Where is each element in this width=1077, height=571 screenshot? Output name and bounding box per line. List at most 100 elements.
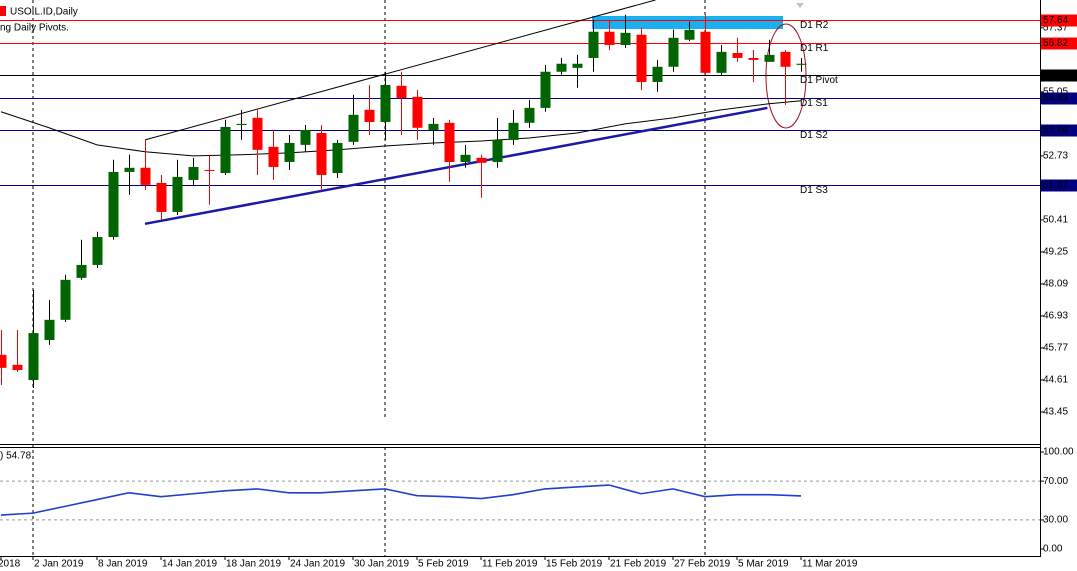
moving-average xyxy=(0,100,802,157)
y-tick-label: 50.41 xyxy=(1043,215,1068,226)
trendline xyxy=(144,0,656,141)
x-tick-label: 27 Feb 2019 xyxy=(674,559,731,570)
pivot-price-box xyxy=(1041,69,1077,82)
x-tick-label: 2018 xyxy=(0,559,21,570)
pivot-name: D1 S1 xyxy=(800,98,828,109)
candle-body xyxy=(380,84,391,122)
pivot-name: D1 S3 xyxy=(800,185,828,196)
indicator-line xyxy=(0,484,802,516)
candle-body xyxy=(204,169,215,171)
indicator-title: ) 54.78 xyxy=(0,451,32,462)
candle-body xyxy=(140,167,151,185)
shift-marker xyxy=(796,3,804,8)
highlight-box xyxy=(592,16,783,29)
y-tick-label: 46.93 xyxy=(1043,311,1068,322)
candle-body xyxy=(76,264,87,278)
y-tick-label: 43.45 xyxy=(1043,407,1068,418)
candle-body xyxy=(796,63,807,65)
candle-body xyxy=(556,63,567,72)
candle-body xyxy=(220,126,231,174)
indicator-name: ng Daily Pivots. xyxy=(0,23,69,34)
candle-body xyxy=(300,129,311,145)
candle-body xyxy=(348,114,359,142)
candle-body xyxy=(524,107,535,123)
x-tick-label: 30 Jan 2019 xyxy=(354,559,409,570)
candle-body xyxy=(764,54,775,62)
candle-body xyxy=(748,57,759,60)
candle-body xyxy=(732,52,743,58)
candle-body xyxy=(396,85,407,98)
trendline xyxy=(144,106,768,226)
candle-body xyxy=(236,123,247,126)
x-tick-label: 14 Jan 2019 xyxy=(162,559,217,570)
candle-body xyxy=(572,63,583,68)
candle-body xyxy=(780,51,791,67)
candle-body xyxy=(620,32,631,45)
pivot-name: D1 R1 xyxy=(800,43,829,54)
chart-title: USOIL.ID,Daily xyxy=(10,7,78,18)
candle-body xyxy=(428,123,439,130)
y-tick-label: 57.37 xyxy=(1043,23,1068,34)
candle-body xyxy=(0,354,7,368)
x-tick-label: 18 Jan 2019 xyxy=(226,559,281,570)
candle-body xyxy=(604,31,615,45)
pivot-price-box xyxy=(1041,92,1077,105)
candle-body xyxy=(444,122,455,162)
y-tick-label: 55.05 xyxy=(1043,87,1068,98)
y-tick-label: 44.61 xyxy=(1043,375,1068,386)
y-tick-label: 0.00 xyxy=(1043,544,1063,555)
candle-body xyxy=(28,333,39,380)
candle-body xyxy=(588,31,599,58)
candle-body xyxy=(540,71,551,108)
y-tick-label: 30.00 xyxy=(1043,515,1068,526)
pivot-price-box xyxy=(1041,14,1077,27)
candle-body xyxy=(316,133,327,175)
pivot-price-label: 54.83 xyxy=(1043,93,1068,104)
x-tick-label: 15 Feb 2019 xyxy=(546,559,603,570)
x-tick-label: 8 Jan 2019 xyxy=(98,559,148,570)
candle-body xyxy=(492,139,503,162)
pivot-price-label: 56.82 xyxy=(1043,38,1068,49)
candle-body xyxy=(508,122,519,140)
candle-body xyxy=(284,142,295,162)
pivot-name: D1 S2 xyxy=(800,130,828,141)
candle-body xyxy=(124,167,135,172)
x-tick-label: 11 Feb 2019 xyxy=(482,559,538,570)
candle-body xyxy=(460,154,471,162)
candle-body xyxy=(412,96,423,128)
y-tick-label: 100.00 xyxy=(1043,447,1074,458)
pivot-price-label: 55.65 xyxy=(1043,70,1068,81)
candle-body xyxy=(652,66,663,82)
candle-body xyxy=(172,176,183,212)
candle-body xyxy=(12,364,23,371)
pivot-name: D1 R2 xyxy=(800,20,829,31)
y-tick-label: 48.09 xyxy=(1043,279,1068,290)
candle-body xyxy=(668,37,679,67)
candle-body xyxy=(252,117,263,150)
candle-body xyxy=(156,182,167,212)
candle-body xyxy=(188,166,199,180)
candle-body xyxy=(44,319,55,340)
candle-body xyxy=(364,109,375,122)
pivot-price-label: 53.66 xyxy=(1043,125,1068,136)
pivot-price-box xyxy=(1041,124,1077,137)
candle-body xyxy=(108,171,119,238)
pivot-price-label: 57.64 xyxy=(1043,15,1068,26)
candle-body xyxy=(332,142,343,174)
x-tick-label: 5 Feb 2019 xyxy=(418,559,469,570)
candle-body xyxy=(684,29,695,40)
candle-body xyxy=(268,146,279,167)
y-tick-label: 52.73 xyxy=(1043,151,1068,162)
x-tick-label: 21 Feb 2019 xyxy=(610,559,667,570)
x-tick-label: 2 Jan 2019 xyxy=(34,559,84,570)
candle-body xyxy=(60,279,71,320)
pivot-name: D1 Pivot xyxy=(800,75,838,86)
pivot-price-label: 51.67 xyxy=(1043,180,1068,191)
candle-body xyxy=(636,34,647,82)
x-tick-label: 11 Mar 2019 xyxy=(802,559,858,570)
y-tick-label: 45.77 xyxy=(1043,343,1068,354)
pivot-price-box xyxy=(1041,179,1077,192)
candle-body xyxy=(476,157,487,163)
